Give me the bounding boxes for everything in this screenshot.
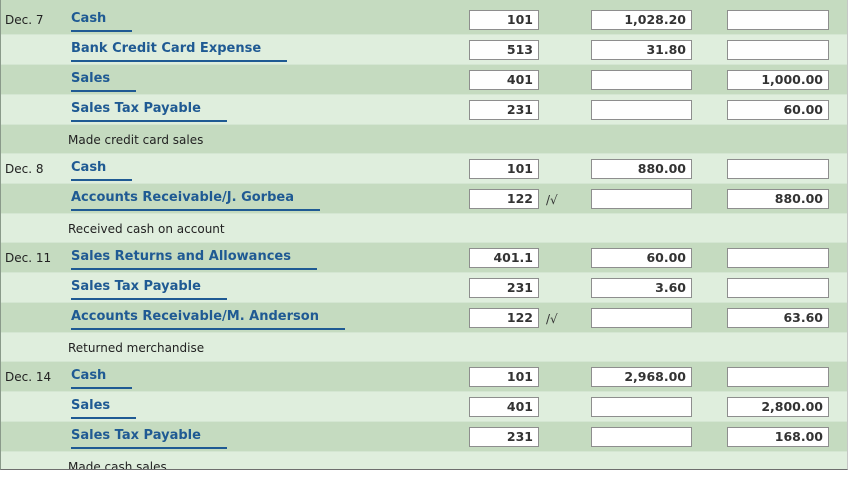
account-link[interactable]: Sales xyxy=(71,71,137,92)
memo-row: Made cash sales xyxy=(1,452,847,470)
post-ref-field[interactable]: 122 xyxy=(469,308,539,328)
journal-row: Accounts Receivable/M. Anderson 122 /√ 6… xyxy=(1,303,847,333)
entry-memo: Returned merchandise xyxy=(68,341,205,355)
account-link[interactable]: Sales Tax Payable xyxy=(71,279,227,300)
posted-check-mark: /√ xyxy=(546,312,558,326)
account-link[interactable]: Accounts Receivable/J. Gorbea xyxy=(71,190,320,211)
credit-field[interactable]: 63.60 xyxy=(727,308,829,328)
post-ref-field[interactable]: 231 xyxy=(469,278,539,298)
entry-date: Dec. 7 xyxy=(5,13,44,27)
posted-check-mark: /√ xyxy=(546,193,558,207)
credit-field[interactable] xyxy=(727,367,829,387)
entry-date: Dec. 14 xyxy=(5,370,52,384)
debit-field[interactable]: 31.80 xyxy=(591,40,692,60)
account-link[interactable]: Cash xyxy=(71,11,133,32)
account-link[interactable]: Cash xyxy=(71,368,133,389)
journal-row: Accounts Receivable/J. Gorbea 122 /√ 880… xyxy=(1,184,847,214)
journal-row: Sales 401 1,000.00 xyxy=(1,65,847,95)
account-link[interactable]: Sales xyxy=(71,398,137,419)
post-ref-field[interactable]: 401 xyxy=(469,70,539,90)
credit-field[interactable] xyxy=(727,159,829,179)
debit-field[interactable]: 3.60 xyxy=(591,278,692,298)
account-link[interactable]: Sales Returns and Allowances xyxy=(71,249,317,270)
debit-field[interactable] xyxy=(591,100,692,120)
credit-field[interactable]: 880.00 xyxy=(727,189,829,209)
account-link[interactable]: Sales Tax Payable xyxy=(71,101,227,122)
memo-row: Made credit card sales xyxy=(1,125,847,154)
credit-field[interactable] xyxy=(727,248,829,268)
entry-memo: Received cash on account xyxy=(68,222,225,236)
credit-field[interactable]: 168.00 xyxy=(727,427,829,447)
debit-field[interactable]: 880.00 xyxy=(591,159,692,179)
post-ref-field[interactable]: 101 xyxy=(469,159,539,179)
post-ref-field[interactable]: 101 xyxy=(469,10,539,30)
post-ref-field[interactable]: 101 xyxy=(469,367,539,387)
debit-field[interactable] xyxy=(591,308,692,328)
entry-memo: Made cash sales xyxy=(68,460,167,470)
post-ref-field[interactable]: 513 xyxy=(469,40,539,60)
journal-row: Sales Tax Payable 231 168.00 xyxy=(1,422,847,452)
journal-row: Sales Tax Payable 231 60.00 xyxy=(1,95,847,125)
credit-field[interactable]: 2,800.00 xyxy=(727,397,829,417)
debit-field[interactable]: 1,028.20 xyxy=(591,10,692,30)
account-link[interactable]: Bank Credit Card Expense xyxy=(71,41,288,62)
debit-field[interactable] xyxy=(591,397,692,417)
account-link[interactable]: Sales Tax Payable xyxy=(71,428,227,449)
post-ref-field[interactable]: 401 xyxy=(469,397,539,417)
credit-field[interactable] xyxy=(727,278,829,298)
account-link[interactable]: Accounts Receivable/M. Anderson xyxy=(71,309,345,330)
top-strip xyxy=(1,0,847,5)
post-ref-field[interactable]: 231 xyxy=(469,100,539,120)
journal-row: Bank Credit Card Expense 513 31.80 xyxy=(1,35,847,65)
post-ref-field[interactable]: 231 xyxy=(469,427,539,447)
memo-row: Returned merchandise xyxy=(1,333,847,362)
credit-field[interactable]: 1,000.00 xyxy=(727,70,829,90)
memo-row: Received cash on account xyxy=(1,214,847,243)
post-ref-field[interactable]: 122 xyxy=(469,189,539,209)
account-link[interactable]: Cash xyxy=(71,160,133,181)
entry-date: Dec. 11 xyxy=(5,251,52,265)
post-ref-field[interactable]: 401.1 xyxy=(469,248,539,268)
debit-field[interactable]: 60.00 xyxy=(591,248,692,268)
debit-field[interactable]: 2,968.00 xyxy=(591,367,692,387)
debit-field[interactable] xyxy=(591,189,692,209)
credit-field[interactable] xyxy=(727,40,829,60)
journal-row: Dec. 14 Cash 101 2,968.00 xyxy=(1,362,847,392)
credit-field[interactable] xyxy=(727,10,829,30)
entry-date: Dec. 8 xyxy=(5,162,44,176)
journal-row: Dec. 7 Cash 101 1,028.20 xyxy=(1,5,847,35)
entry-memo: Made credit card sales xyxy=(68,133,204,147)
debit-field[interactable] xyxy=(591,70,692,90)
journal-row: Sales Tax Payable 231 3.60 xyxy=(1,273,847,303)
credit-field[interactable]: 60.00 xyxy=(727,100,829,120)
journal-row: Sales 401 2,800.00 xyxy=(1,392,847,422)
general-journal: Dec. 7 Cash 101 1,028.20 Bank Credit Car… xyxy=(0,0,848,470)
debit-field[interactable] xyxy=(591,427,692,447)
journal-row: Dec. 8 Cash 101 880.00 xyxy=(1,154,847,184)
journal-row: Dec. 11 Sales Returns and Allowances 401… xyxy=(1,243,847,273)
